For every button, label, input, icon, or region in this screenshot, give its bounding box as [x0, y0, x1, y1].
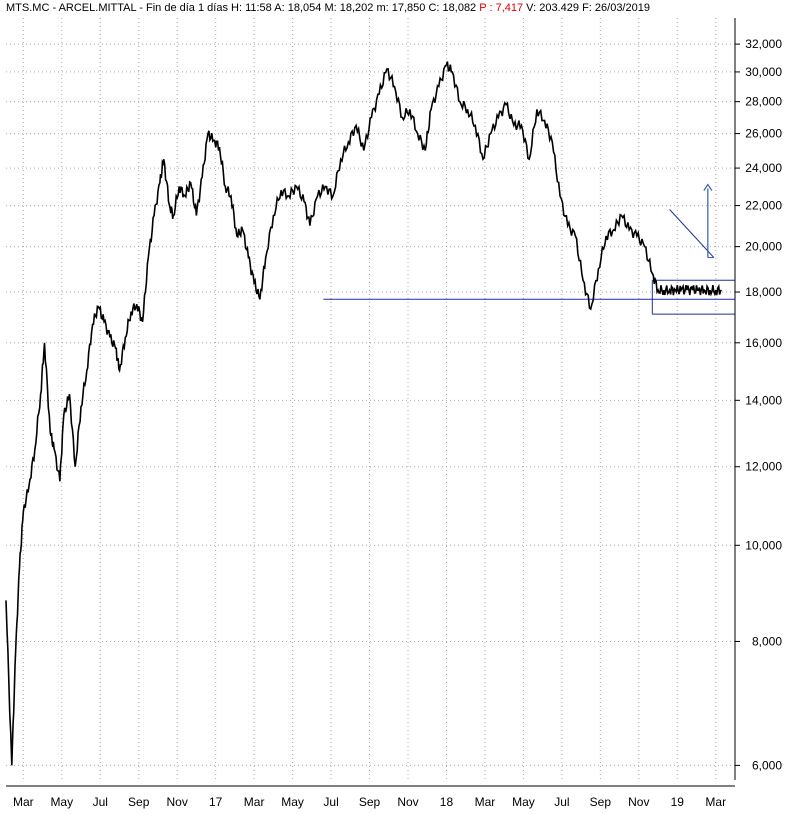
- y-tick-label: 6,000: [752, 758, 782, 772]
- y-tick-label: 18,000: [745, 285, 782, 299]
- x-tick-label: Sep: [128, 795, 150, 809]
- x-tick-label: Jul: [93, 795, 108, 809]
- p-label: P :: [479, 2, 493, 14]
- falling-trendline: [669, 209, 715, 258]
- y-axis: 6,000 8,000 10,000 12,000 14,000 16,000 18,000…: [734, 18, 782, 780]
- x-tick-label: Mar: [475, 795, 496, 809]
- y-tick-label: 12,000: [745, 460, 782, 474]
- x-tick-label: Jul: [554, 795, 569, 809]
- x-tick-label: Sep: [590, 795, 612, 809]
- x-tick-label: 17: [209, 795, 223, 809]
- date-value: 26/03/2019: [594, 2, 650, 14]
- volume-label: V:: [526, 2, 537, 14]
- y-tick-label: 8,000: [752, 634, 782, 648]
- y-tick-label: 22,000: [745, 199, 782, 213]
- y-tick-label: 24,000: [745, 161, 782, 175]
- y-tick-label: 16,000: [745, 336, 782, 350]
- grid: [6, 18, 735, 780]
- x-tick-label: Nov: [628, 795, 649, 809]
- x-tick-label: Nov: [167, 795, 188, 809]
- chart-header: MTS.MC - ARCEL.MITTAL - Fin de día 1 día…: [0, 0, 650, 16]
- p-value: 7,417: [495, 2, 524, 14]
- y-tick-label: 32,000: [745, 37, 782, 51]
- open-label: A:: [274, 2, 285, 14]
- y-tick-label: 30,000: [745, 65, 782, 79]
- y-tick-label: 10,000: [745, 538, 782, 552]
- x-tick-label: Mar: [13, 795, 34, 809]
- open-value: 18,054: [287, 2, 322, 14]
- x-tick-label: 19: [671, 795, 685, 809]
- symbol: MTS.MC: [6, 2, 50, 14]
- y-tick-label: 20,000: [745, 240, 782, 254]
- x-tick-label: Sep: [359, 795, 381, 809]
- x-tick-label: 18: [440, 795, 454, 809]
- x-tick-label: Nov: [397, 795, 418, 809]
- min-label: m:: [376, 2, 389, 14]
- high-value: 11:58: [245, 2, 272, 14]
- x-tick-label: Mar: [244, 795, 265, 809]
- close-label: C:: [428, 2, 440, 14]
- volume-value: 203.429: [539, 2, 579, 14]
- trend-overlays: [323, 183, 735, 315]
- x-tick-label: Jul: [323, 795, 338, 809]
- y-tick-label: 28,000: [745, 95, 782, 109]
- x-tick-label: May: [281, 795, 304, 809]
- max-label: M:: [324, 2, 337, 14]
- min-value: 17,850: [391, 2, 426, 14]
- y-tick-label: 26,000: [745, 127, 782, 141]
- instrument-name: ARCEL.MITTAL: [58, 2, 137, 14]
- x-axis: Mar May Jul Sep Nov 17 Mar May Jul Sep Nov 18 Mar May…: [6, 785, 735, 809]
- target-arrow-head: [703, 183, 713, 191]
- period: Fin de día 1 días: [146, 2, 228, 14]
- date-label: F:: [582, 2, 592, 14]
- max-value: 18,202: [339, 2, 374, 14]
- high-label: H:: [231, 2, 243, 14]
- x-tick-label: Mar: [705, 795, 726, 809]
- price-line: [5, 61, 723, 766]
- x-tick-label: May: [50, 795, 73, 809]
- y-tick-label: 14,000: [745, 393, 782, 407]
- close-value: 18,082: [442, 2, 477, 14]
- x-tick-label: May: [512, 795, 535, 809]
